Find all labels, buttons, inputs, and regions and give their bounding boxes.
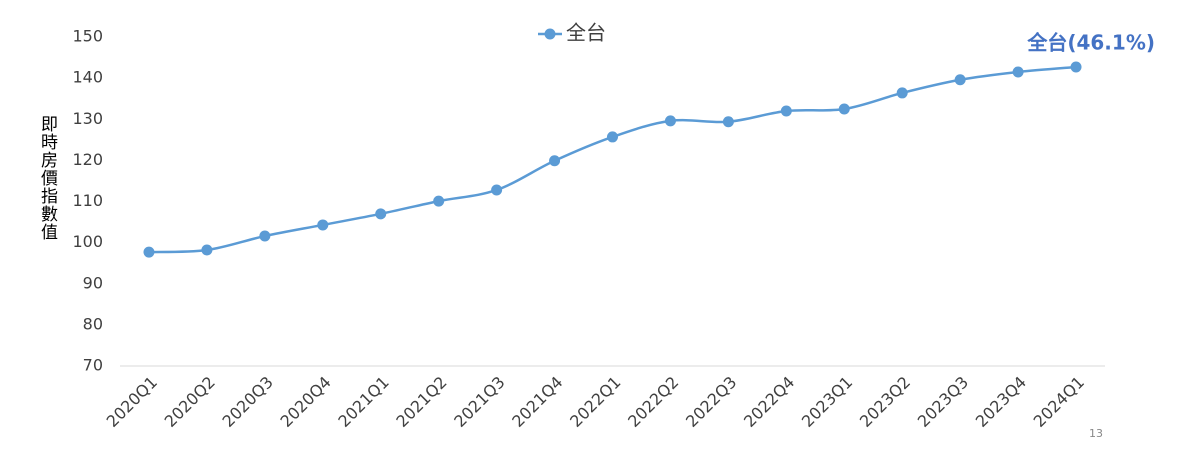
- page-number: 13: [1089, 427, 1103, 440]
- y-tick-label: 140: [72, 68, 103, 87]
- point: [838, 103, 850, 115]
- y-tick-label: 90: [83, 273, 103, 292]
- point: [607, 131, 618, 143]
- annotation: 全台(46.1%): [1026, 31, 1155, 55]
- y-tick-label: 70: [83, 356, 103, 375]
- y-tick-label: 110: [72, 191, 103, 210]
- point: [491, 184, 503, 196]
- point: [1012, 66, 1024, 78]
- point: [722, 116, 734, 128]
- x-tick-label: 2021Q2: [392, 373, 450, 431]
- point: [954, 74, 966, 86]
- point: [375, 208, 387, 220]
- x-tick-label: 2022Q2: [624, 373, 682, 431]
- x-tick-label: 2020Q3: [219, 373, 277, 431]
- point: [259, 230, 271, 242]
- x-tick-label: 2021Q4: [508, 373, 566, 431]
- point: [433, 195, 445, 207]
- x-tick-label: 2023Q1: [798, 373, 856, 431]
- x-tick-label: 2022Q3: [682, 373, 740, 431]
- x-tick-label: 2023Q2: [856, 373, 914, 431]
- y-tick-label: 130: [72, 109, 103, 128]
- legend-label: 全台: [566, 21, 606, 45]
- y-axis-label: 即時房價指數值: [37, 115, 58, 241]
- x-tick-label: 2021Q3: [450, 373, 508, 431]
- x-tick-label: 2023Q3: [914, 373, 972, 431]
- y-tick-label: 120: [72, 150, 103, 169]
- point: [896, 87, 908, 99]
- x-tick-label: 2024Q1: [1030, 373, 1088, 431]
- legend-marker: [544, 28, 556, 40]
- x-tick-label: 2021Q1: [334, 373, 392, 431]
- x-tick-label: 2020Q2: [161, 373, 219, 431]
- point: [780, 105, 792, 117]
- point: [317, 219, 329, 231]
- series-line: [148, 65, 1077, 254]
- point: [664, 115, 676, 127]
- x-tick-label: 2020Q4: [276, 373, 334, 431]
- y-tick-label: 100: [72, 232, 103, 251]
- point: [549, 155, 561, 167]
- x-tick-label: 2020Q1: [103, 373, 161, 431]
- point: [201, 244, 213, 256]
- x-tick-label: 2022Q1: [566, 373, 624, 431]
- y-tick-label: 80: [83, 314, 103, 333]
- point: [143, 246, 155, 258]
- x-tick-label: 2023Q4: [972, 373, 1030, 431]
- x-tick-label: 2022Q4: [740, 373, 798, 431]
- y-tick-label: 150: [72, 27, 103, 46]
- point: [1070, 61, 1082, 73]
